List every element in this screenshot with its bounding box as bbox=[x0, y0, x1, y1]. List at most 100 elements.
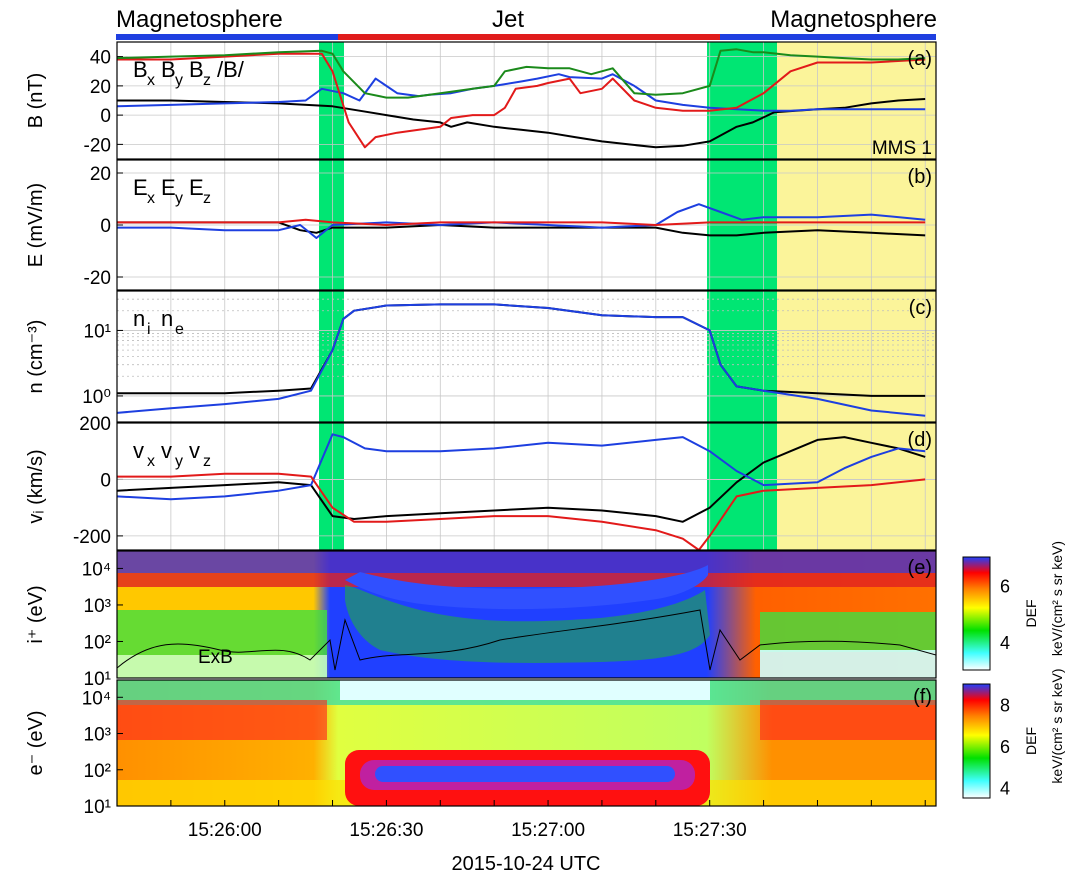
y-tick-label: 20 bbox=[90, 164, 111, 185]
legend-entry-subscript: z bbox=[203, 72, 211, 89]
y-tick-label: 20 bbox=[90, 77, 111, 98]
legend-entry: B bbox=[161, 57, 176, 82]
panel-f: 10⁴ 10³ 10² 10¹ (f) e⁻ (eV) 8 6 4 DEF keV/(cm² s s… bbox=[25, 668, 1065, 818]
legend-entry: E bbox=[189, 175, 204, 200]
y-tick-label: -20 bbox=[84, 135, 111, 156]
ion-jet-lower-edge bbox=[345, 585, 710, 663]
ion-green-region-right bbox=[760, 612, 936, 652]
colorbar-tick-label: 6 bbox=[1000, 737, 1010, 757]
region-label-magnetosphere-left: Magnetosphere bbox=[116, 6, 283, 33]
panel-frame bbox=[116, 550, 937, 679]
panel-label: (d) bbox=[908, 429, 932, 451]
legend-entry-subscript: y bbox=[175, 453, 183, 470]
legend-entry: E bbox=[161, 175, 176, 200]
interval-bands bbox=[319, 42, 936, 550]
colorbar-tick-label: 4 bbox=[1000, 779, 1010, 799]
y-tick-label: 10² bbox=[84, 632, 111, 653]
colorbar-tick-label: 6 bbox=[1000, 576, 1010, 596]
x-axis: 15:26:00 15:26:30 15:27:00 15:27:30 bbox=[170, 800, 926, 841]
colorbar-units: keV/(cm² s sr keV) bbox=[1049, 541, 1065, 656]
y-tick-label: -200 bbox=[73, 527, 111, 548]
y-tick-label: 10⁰ bbox=[82, 387, 111, 408]
legend-entry-subscript: i bbox=[147, 321, 151, 338]
panel-e: 10⁴ 10³ 10² 10¹ (e) i⁺ (eV) ExB 6 4 DEF keV/(cm² s… bbox=[25, 541, 1065, 690]
spacecraft-label: MMS 1 bbox=[872, 138, 932, 159]
electron-jet-high-energy bbox=[340, 680, 710, 700]
y-tick-label: 200 bbox=[79, 414, 111, 435]
region-bar: Magnetosphere Jet Magnetosphere bbox=[116, 6, 937, 40]
legend-entry-subscript: x bbox=[147, 453, 155, 470]
y-axis-label: i⁺ (eV) bbox=[25, 585, 47, 643]
region-bar-jet bbox=[338, 34, 720, 40]
panel-label: (b) bbox=[908, 166, 932, 188]
y-tick-label: 10³ bbox=[84, 725, 111, 746]
electron-jet-core bbox=[375, 766, 675, 782]
series-Ey-line bbox=[117, 203, 926, 239]
legend-entry: v bbox=[189, 438, 200, 463]
electron-spectrogram bbox=[117, 680, 936, 806]
y-tick-label: 10³ bbox=[84, 596, 111, 617]
spectrogram-axes: 10⁴ 10³ 10² 10¹ (e) i⁺ (eV) ExB 6 4 DEF keV/(cm² s… bbox=[25, 541, 1065, 818]
panel-label: (a) bbox=[908, 48, 932, 70]
electron-red-band-right bbox=[760, 700, 936, 740]
y-axis-label: B (nT) bbox=[25, 73, 47, 129]
x-tick-label: 15:26:30 bbox=[349, 820, 423, 841]
y-tick-label: 0 bbox=[100, 106, 111, 127]
colorbar-label: DEF bbox=[1023, 727, 1039, 755]
series-By-line bbox=[116, 73, 926, 112]
y-tick-label: 10¹ bbox=[84, 669, 111, 690]
series-ne-line bbox=[116, 303, 926, 417]
colorbar-tick-label: 8 bbox=[1000, 696, 1010, 716]
y-tick-label: 0 bbox=[100, 470, 111, 491]
y-tick-label: 0 bbox=[100, 216, 111, 237]
legend-entry: v bbox=[133, 438, 144, 463]
colorbar-units: keV/(cm² s sr keV) bbox=[1049, 668, 1065, 783]
band-yellow bbox=[777, 42, 936, 550]
panel-label: (f) bbox=[913, 686, 932, 708]
panel-frame bbox=[116, 290, 937, 423]
legend-entry-subscript: x bbox=[147, 72, 155, 89]
legend-entry: n bbox=[161, 306, 173, 331]
legend-entry-subscript: x bbox=[147, 190, 155, 207]
ion-red-band bbox=[117, 573, 936, 587]
colorbars bbox=[962, 556, 991, 799]
x-tick-label: 15:27:30 bbox=[673, 820, 747, 841]
series-Bz-line bbox=[117, 52, 926, 149]
y-axis-label: e⁻ (eV) bbox=[25, 710, 47, 775]
panel-frame bbox=[116, 422, 937, 551]
y-tick-label: 10² bbox=[84, 761, 111, 782]
panel-frame bbox=[116, 41, 937, 160]
legend-entry: E bbox=[133, 175, 148, 200]
legend-entry: B bbox=[189, 57, 204, 82]
legend-entry-subscript: e bbox=[175, 321, 184, 338]
region-bar-magnetosphere-left bbox=[116, 34, 338, 40]
y-axis-label: n (cm⁻³) bbox=[25, 320, 47, 394]
y-tick-label: 10¹ bbox=[84, 321, 111, 342]
colorbar-ion bbox=[962, 556, 991, 671]
electron-red-band-left bbox=[117, 700, 327, 740]
ion-spectrogram bbox=[117, 551, 936, 678]
region-label-magnetosphere-right: Magnetosphere bbox=[770, 6, 937, 33]
series-Ez-line bbox=[117, 218, 926, 226]
colorbar-label: DEF bbox=[1023, 600, 1039, 628]
legend-entry: B bbox=[133, 57, 148, 82]
ion-low-energy-left bbox=[117, 655, 327, 678]
legend-entry: n bbox=[133, 306, 145, 331]
ion-high-energy-band bbox=[117, 551, 936, 573]
ion-low-energy-right bbox=[760, 650, 936, 678]
y-tick-label: 10¹ bbox=[84, 797, 111, 818]
panel-frame bbox=[116, 679, 937, 807]
colorbar-electron bbox=[962, 683, 991, 799]
exb-annotation: ExB bbox=[198, 647, 233, 668]
region-bar-magnetosphere-right bbox=[720, 34, 936, 40]
legend-entry-subscript: y bbox=[175, 72, 183, 89]
series-vy-line bbox=[116, 433, 926, 501]
series-vz-line bbox=[117, 472, 926, 551]
y-axis-label: vᵢ (km/s) bbox=[25, 449, 47, 523]
